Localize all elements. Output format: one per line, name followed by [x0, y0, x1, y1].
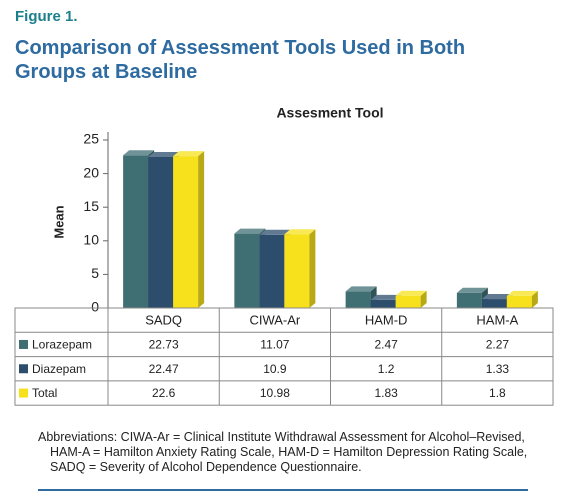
table-value: 1.2 — [378, 362, 395, 376]
bar-side — [309, 229, 316, 308]
bar — [456, 292, 482, 308]
bar — [370, 299, 396, 308]
table-value: 2.27 — [486, 338, 510, 352]
bar-top — [506, 290, 538, 296]
legend-label: Total — [32, 386, 57, 400]
bar-top — [148, 152, 180, 158]
bar-top — [345, 286, 377, 292]
x-tick-label: HAM-D — [365, 313, 408, 328]
bar-top — [123, 150, 155, 156]
footnote: Abbreviations: CIWA-Ar = Clinical Instit… — [38, 430, 528, 474]
bar-side — [198, 151, 205, 308]
table-value: 22.47 — [149, 362, 179, 376]
table-value: 10.9 — [263, 362, 287, 376]
bar — [345, 291, 371, 308]
bar — [395, 295, 421, 308]
bar-top — [395, 290, 427, 296]
bar-top — [234, 228, 266, 234]
y-axis-label: Mean — [51, 205, 66, 238]
bar-top — [370, 294, 402, 300]
y-tick-label: 5 — [91, 265, 99, 281]
x-tick-label: SADQ — [145, 313, 182, 328]
bar-side — [531, 290, 538, 308]
figure-title: Comparison of Assessment Tools Used in B… — [15, 37, 466, 83]
bar-top — [481, 294, 513, 300]
x-tick-label: CIWA-Ar — [249, 313, 300, 328]
y-tick-label: 25 — [83, 131, 99, 147]
chart: Assesment Tool Mean 0 5 10 15 20 25 SADQ CIWA-A… — [14, 105, 554, 406]
legend-label: Diazepam — [32, 362, 86, 376]
table-value: 22.6 — [152, 386, 176, 400]
bar — [234, 233, 260, 308]
bar — [481, 299, 507, 308]
bar — [173, 156, 199, 308]
bar-top — [173, 151, 205, 157]
bar — [284, 234, 310, 308]
bar-top — [284, 229, 316, 235]
y-tick-label: 15 — [83, 198, 99, 214]
figure-label: Figure 1. — [15, 8, 78, 25]
bar-top — [259, 229, 291, 235]
table-value: 10.98 — [260, 386, 290, 400]
rule — [38, 489, 528, 491]
bar — [506, 295, 532, 308]
bar — [259, 234, 285, 308]
x-tick-label: HAM-A — [476, 313, 518, 328]
y-tick-label: 10 — [83, 232, 99, 248]
legend-swatch — [19, 339, 28, 349]
legend-label: Lorazepam — [32, 338, 92, 352]
bar — [148, 157, 174, 308]
table-value: 1.33 — [486, 362, 510, 376]
bar — [123, 155, 149, 308]
table-value: 1.8 — [489, 386, 506, 400]
bar-top — [456, 287, 488, 293]
table-value: 2.47 — [374, 338, 398, 352]
legend-swatch — [19, 388, 28, 398]
y-tick-label: 0 — [91, 299, 99, 315]
bar-side — [420, 290, 427, 308]
table-value: 22.73 — [149, 338, 179, 352]
chart-title: Assesment Tool — [276, 105, 383, 121]
table-value: 11.07 — [260, 338, 289, 352]
y-tick-label: 20 — [83, 164, 99, 180]
legend-swatch — [19, 364, 28, 374]
table-value: 1.83 — [374, 386, 398, 400]
